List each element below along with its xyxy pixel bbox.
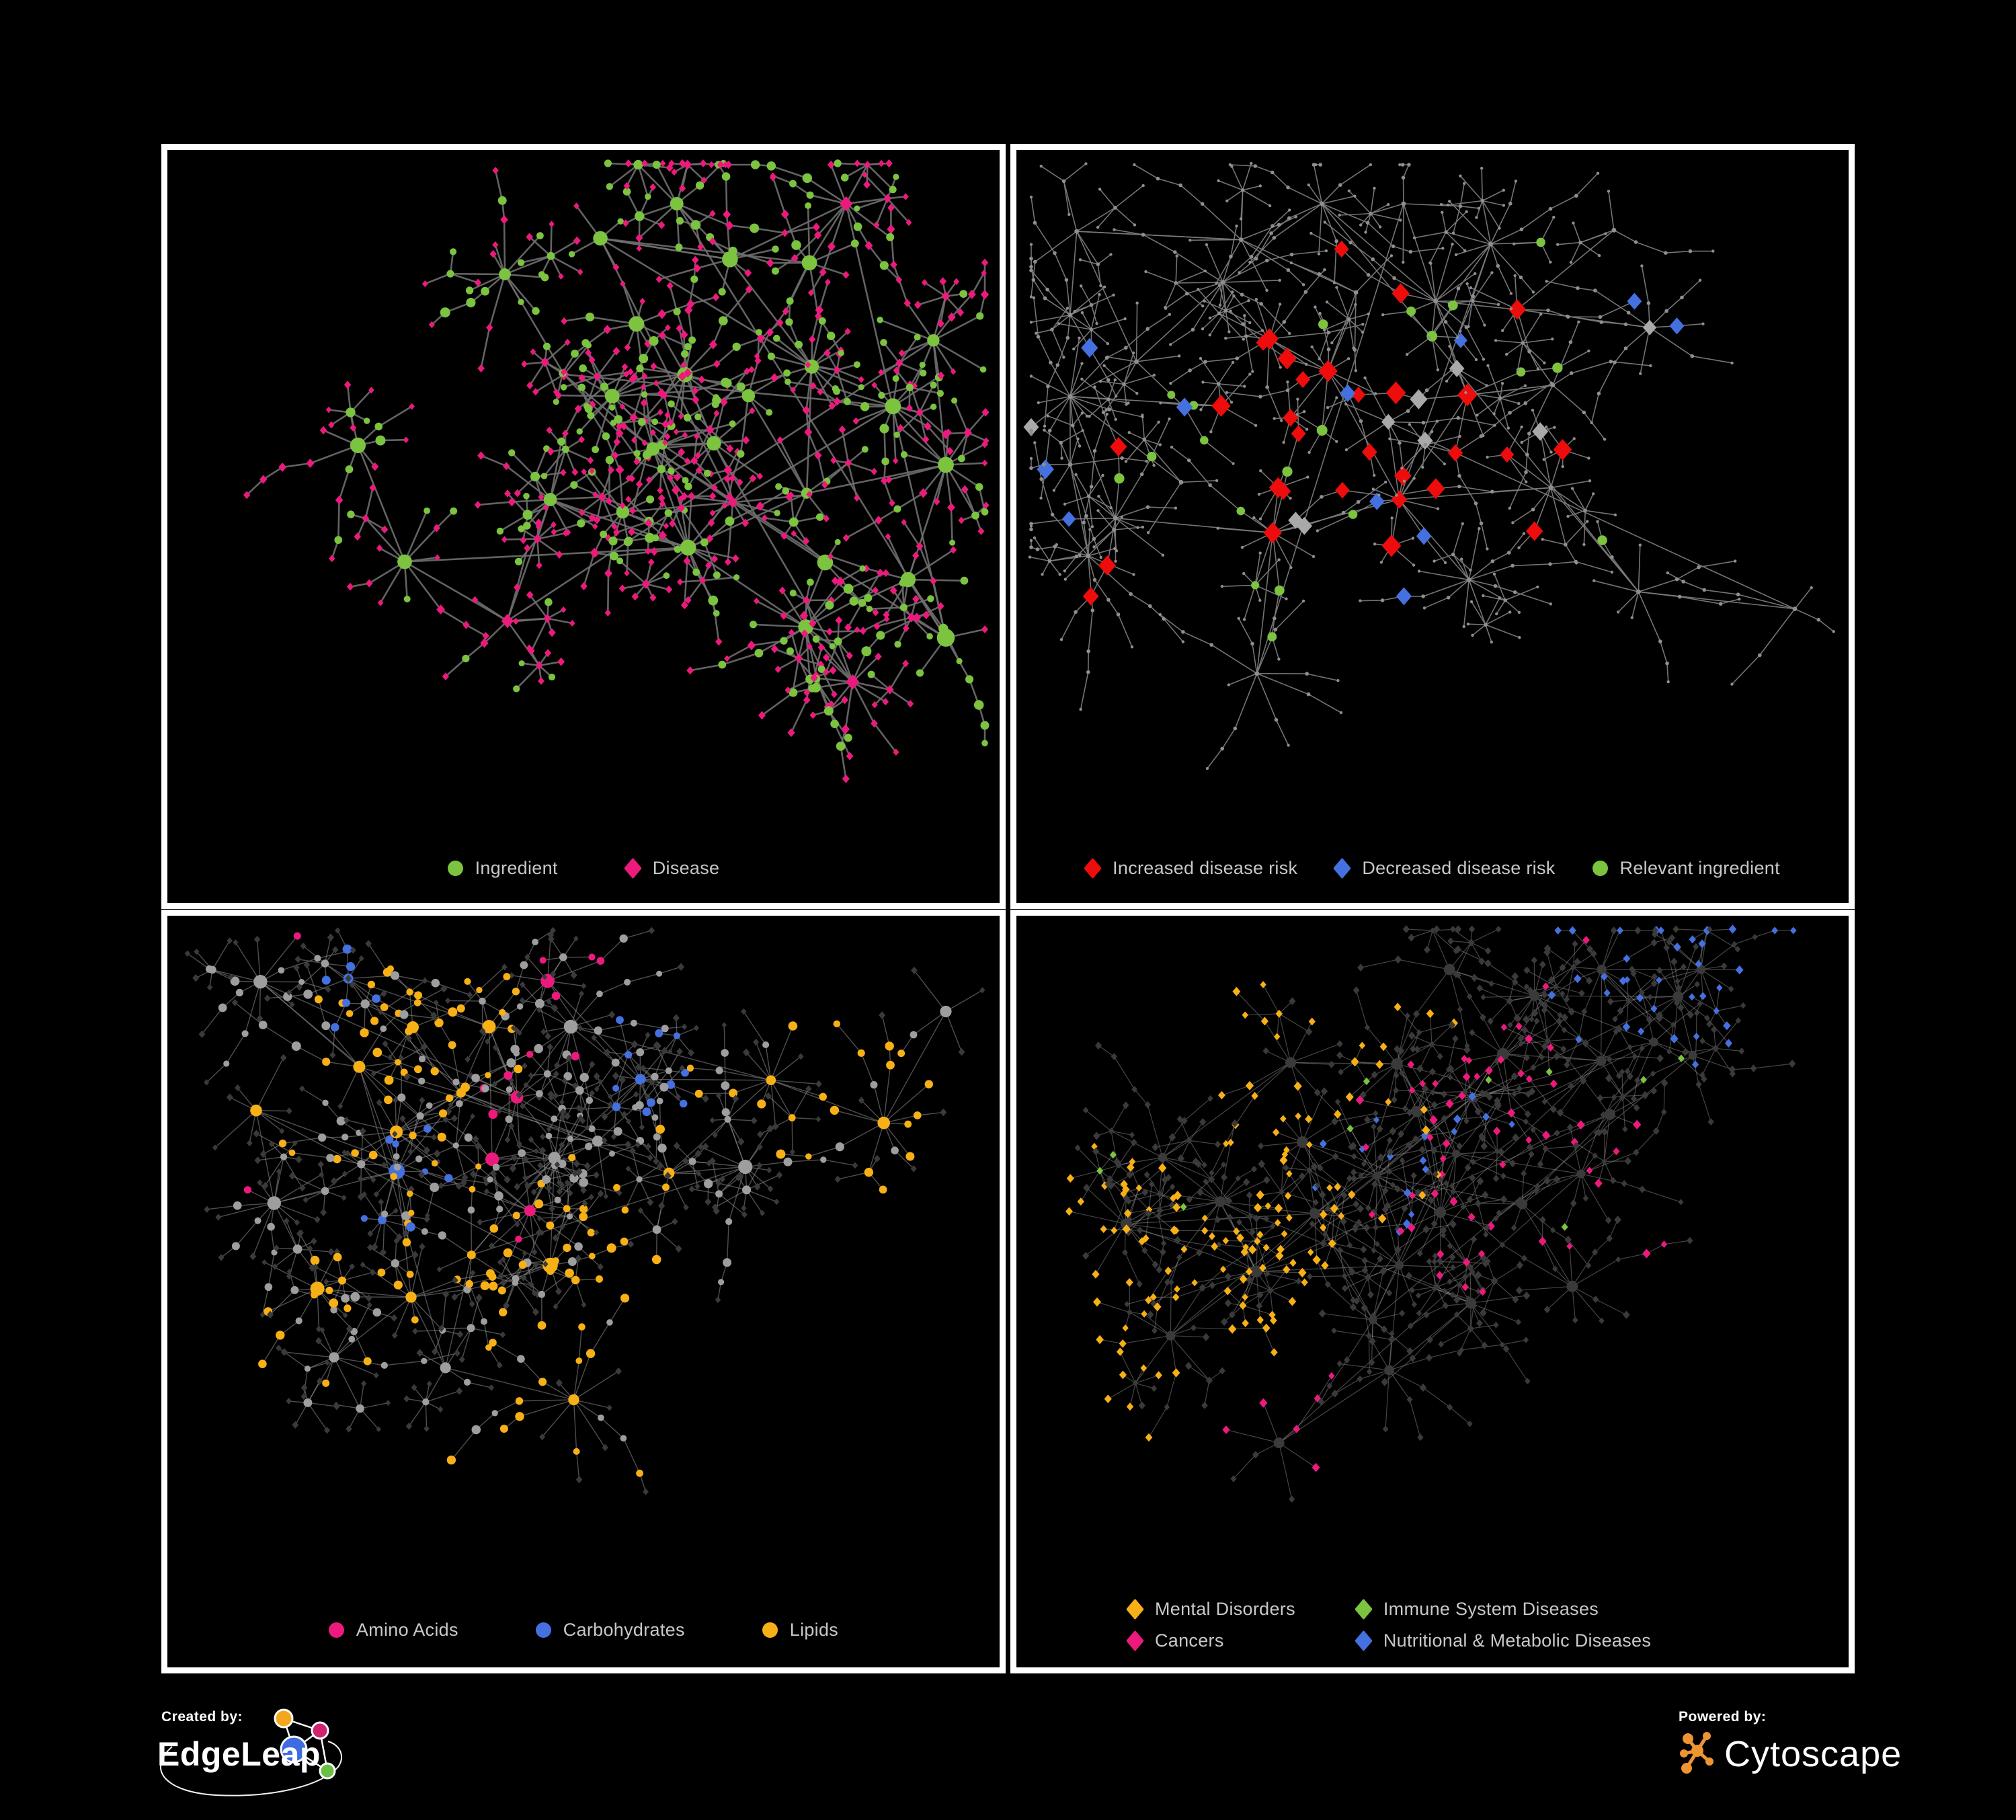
legend-label: Ingredient <box>475 858 558 878</box>
edgeleap-credit: Created by: EdgeLeap <box>152 1705 380 1819</box>
legend-label: Mental Disorders <box>1155 1599 1295 1619</box>
legend-item-decreased-risk: Decreased disease risk <box>1333 857 1556 879</box>
ingredient-legend-icon <box>447 861 463 876</box>
panel-ingredient-disease: Ingredient Disease <box>161 144 1006 909</box>
legend-label: Increased disease risk <box>1113 858 1298 878</box>
nutritional-metabolic-legend-icon <box>1355 1630 1373 1652</box>
lipids-legend-icon <box>762 1622 778 1638</box>
relevant-ingredient-legend-icon <box>1592 861 1608 876</box>
network-edges <box>1029 163 1834 769</box>
network-nodes <box>243 159 990 783</box>
edgeleap-wordmark: EdgeLeap <box>157 1735 321 1773</box>
legend-item-mental-disorders: Mental Disorders <box>1126 1598 1295 1620</box>
network-nodes <box>1065 924 1797 1503</box>
legend-item-disease: Disease <box>623 857 720 879</box>
cytoscape-logo-icon <box>1680 1732 1713 1774</box>
mental-disorders-legend-icon <box>1126 1598 1144 1620</box>
network-graph-nutrients <box>184 926 985 1495</box>
legend-label: Cancers <box>1155 1630 1224 1651</box>
edgeleap-logo-icon <box>159 1708 342 1796</box>
panel-nutrients: Amino Acids Carbohydrates Lipids <box>161 910 1006 1673</box>
network-graph-disease-categories <box>1065 924 1797 1503</box>
powered-by-label: Powered by: <box>1679 1709 1767 1725</box>
legend-label: Nutritional & Metabolic Diseases <box>1383 1630 1652 1651</box>
legend-item-relevant-ingredient: Relevant ingredient <box>1592 858 1780 879</box>
disease-legend-icon <box>623 857 642 879</box>
network-nodes <box>184 926 985 1495</box>
legend-label: Decreased disease risk <box>1362 858 1556 878</box>
decreased-risk-legend-icon <box>1333 857 1352 879</box>
network-nodes <box>1023 161 1835 770</box>
legend-ingredient-disease: Ingredient Disease <box>167 857 1000 879</box>
cancers-legend-icon <box>1126 1630 1144 1652</box>
legend-disease-risk: Increased disease risk Decreased disease… <box>1016 857 1849 879</box>
legend-item-ingredient: Ingredient <box>447 858 558 879</box>
legend-item-lipids: Lipids <box>762 1620 838 1640</box>
increased-risk-legend-icon <box>1084 857 1102 879</box>
legend-item-carbohydrates: Carbohydrates <box>535 1620 685 1640</box>
amino-acids-legend-icon <box>328 1622 344 1638</box>
legend-label: Disease <box>652 858 720 878</box>
network-edges <box>245 162 987 780</box>
network-graph-ingredient-disease <box>243 159 990 783</box>
created-by-label: Created by: <box>161 1709 243 1725</box>
legend-item-cancers: Cancers <box>1126 1630 1295 1652</box>
panel-disease-categories: Mental Disorders Immune System Diseases … <box>1010 910 1855 1673</box>
legend-label: Relevant ingredient <box>1619 858 1780 878</box>
legend-disease-categories: Mental Disorders Immune System Diseases … <box>1126 1598 1652 1652</box>
legend-nutrients: Amino Acids Carbohydrates Lipids <box>167 1620 1000 1640</box>
network-graph-disease-risk <box>1023 161 1835 770</box>
network-edges <box>1068 928 1794 1500</box>
legend-item-increased-risk: Increased disease risk <box>1084 857 1298 879</box>
legend-item-nutritional-metabolic-diseases: Nutritional & Metabolic Diseases <box>1355 1630 1652 1652</box>
legend-label: Lipids <box>789 1620 839 1640</box>
legend-item-amino-acids: Amino Acids <box>328 1620 458 1640</box>
cytoscape-credit: Powered by: Cytoscape <box>1677 1708 1901 1798</box>
legend-label: Amino Acids <box>356 1620 458 1640</box>
cytoscape-wordmark: Cytoscape <box>1724 1734 1902 1774</box>
legend-label: Carbohydrates <box>563 1620 685 1640</box>
immune-system-diseases-legend-icon <box>1355 1598 1373 1620</box>
cytoscape-logo-row: Cytoscape <box>1677 1731 1902 1778</box>
carbohydrates-legend-icon <box>535 1622 551 1638</box>
panel-disease-risk: Increased disease risk Decreased disease… <box>1010 144 1855 909</box>
legend-item-immune-system-diseases: Immune System Diseases <box>1355 1598 1651 1620</box>
legend-label: Immune System Diseases <box>1383 1599 1599 1619</box>
